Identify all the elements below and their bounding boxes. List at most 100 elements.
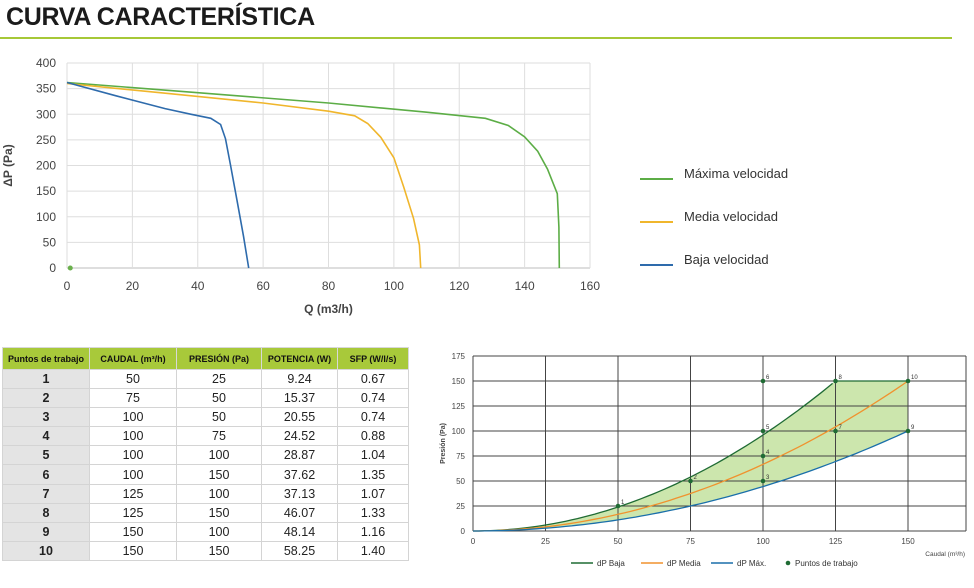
cell-sfp: 1.40: [337, 540, 409, 561]
cell-potencia: 37.62: [261, 464, 338, 485]
cell-point: 2: [2, 388, 90, 409]
x-tick-label: 75: [686, 537, 695, 546]
table-row: 8 125 150 46.07 1.33: [2, 502, 409, 523]
cell-presion: 100: [176, 445, 262, 466]
working-point: [833, 428, 838, 434]
table-row: 10 150 150 58.25 1.40: [2, 540, 409, 561]
series-line-3: [66, 81, 250, 269]
data-point: [67, 265, 73, 271]
x-tick-label: 100: [756, 537, 770, 546]
working-point-label: 7: [839, 425, 843, 431]
cell-sfp: 0.67: [337, 368, 409, 390]
operating-area: [473, 381, 908, 531]
working-points-table: Puntos de trabajo CAUDAL (m³/h) PRESIÓN …: [2, 347, 409, 561]
y-tick-label: 25: [456, 502, 465, 511]
y-tick-label: 400: [36, 56, 56, 70]
y-tick-label: 100: [452, 427, 466, 436]
working-point-label: 8: [839, 375, 843, 381]
cell-potencia: 48.14: [261, 521, 338, 542]
series-line-media: [473, 380, 909, 532]
x-tick-label: 100: [384, 279, 404, 293]
cell-presion: 75: [176, 426, 262, 447]
y-tick-label: 0: [49, 261, 56, 275]
cell-point: 10: [2, 540, 90, 561]
legend-swatch: [785, 560, 791, 566]
col-header-puntos: Puntos de trabajo: [2, 347, 90, 370]
cell-presion: 25: [176, 368, 262, 390]
table-row: 4 100 75 24.52 0.88: [2, 426, 409, 447]
y-axis-label: ΔP (Pa): [1, 144, 15, 186]
cell-point: 8: [2, 502, 90, 523]
x-tick-label: 0: [471, 537, 476, 546]
cell-caudal: 100: [89, 464, 177, 485]
fan-curve-chart: 0 50 100 150 200 250 300 350 400 0 20 40 60 80 100 120 1…: [1, 56, 788, 316]
cell-sfp: 0.88: [337, 426, 409, 447]
y-tick-label: 125: [452, 402, 466, 411]
working-point-label: 2: [694, 475, 698, 481]
working-point: [905, 428, 911, 434]
col-header-presion: PRESIÓN (Pa): [176, 347, 262, 370]
legend-label: Media velocidad: [684, 209, 778, 224]
cell-point: 4: [2, 426, 90, 447]
working-point: [760, 478, 766, 484]
y-tick-label: 250: [36, 133, 56, 147]
table-row: 3 100 50 20.55 0.74: [2, 407, 409, 428]
cell-potencia: 20.55: [261, 407, 338, 428]
table-row: 1 50 25 9.24 0.67: [2, 368, 409, 390]
working-point: [905, 378, 911, 384]
x-axis-label: Caudal (m³/h): [925, 551, 965, 558]
cell-point: 9: [2, 521, 90, 542]
x-tick-label: 25: [541, 537, 550, 546]
cell-point: 1: [2, 368, 90, 390]
cell-caudal: 150: [89, 521, 177, 542]
cell-caudal: 150: [89, 540, 177, 561]
x-tick-label: 50: [614, 537, 623, 546]
x-tick-label: 40: [191, 279, 205, 293]
title-divider: [0, 37, 952, 39]
working-point-label: 5: [766, 425, 770, 431]
y-tick-label: 350: [36, 82, 56, 96]
cell-sfp: 1.35: [337, 464, 409, 485]
legend-label: Máxima velocidad: [684, 166, 788, 181]
cell-presion: 100: [176, 521, 262, 542]
legend-label: dP Media: [667, 559, 701, 568]
working-point-label: 10: [911, 375, 918, 381]
x-axis-label: Q (m3/h): [304, 302, 353, 316]
working-point-label: 3: [766, 475, 770, 481]
cell-sfp: 1.33: [337, 502, 409, 523]
cell-potencia: 28.87: [261, 445, 338, 466]
x-tick-label: 80: [322, 279, 336, 293]
working-point: [760, 428, 766, 434]
working-point: [760, 378, 766, 384]
cell-presion: 50: [176, 388, 262, 409]
cell-caudal: 100: [89, 407, 177, 428]
cell-presion: 150: [176, 502, 262, 523]
x-tick-label: 60: [256, 279, 270, 293]
working-point-label: 9: [911, 425, 915, 431]
cell-point: 5: [2, 445, 90, 466]
working-point: [833, 378, 838, 384]
x-tick-label: 120: [449, 279, 469, 293]
cell-sfp: 1.07: [337, 483, 409, 504]
cell-presion: 100: [176, 483, 262, 504]
y-tick-label: 300: [36, 107, 56, 121]
y-tick-label: 50: [456, 477, 465, 486]
cell-potencia: 24.52: [261, 426, 338, 447]
cell-sfp: 0.74: [337, 388, 409, 409]
cell-presion: 50: [176, 407, 262, 428]
working-point-label: 4: [766, 450, 770, 456]
legend-label: dP Baja: [597, 559, 625, 568]
table-row: 5 100 100 28.87 1.04: [2, 445, 409, 466]
working-point: [688, 478, 693, 484]
legend-label: Baja velocidad: [684, 252, 769, 267]
cell-caudal: 125: [89, 502, 177, 523]
cell-presion: 150: [176, 464, 262, 485]
series-line-max: [473, 430, 909, 532]
cell-point: 6: [2, 464, 90, 485]
y-tick-label: 200: [36, 159, 56, 173]
y-tick-label: 75: [456, 452, 465, 461]
x-tick-label: 125: [829, 537, 843, 546]
cell-presion: 150: [176, 540, 262, 561]
table-row: 7 125 100 37.13 1.07: [2, 483, 409, 504]
